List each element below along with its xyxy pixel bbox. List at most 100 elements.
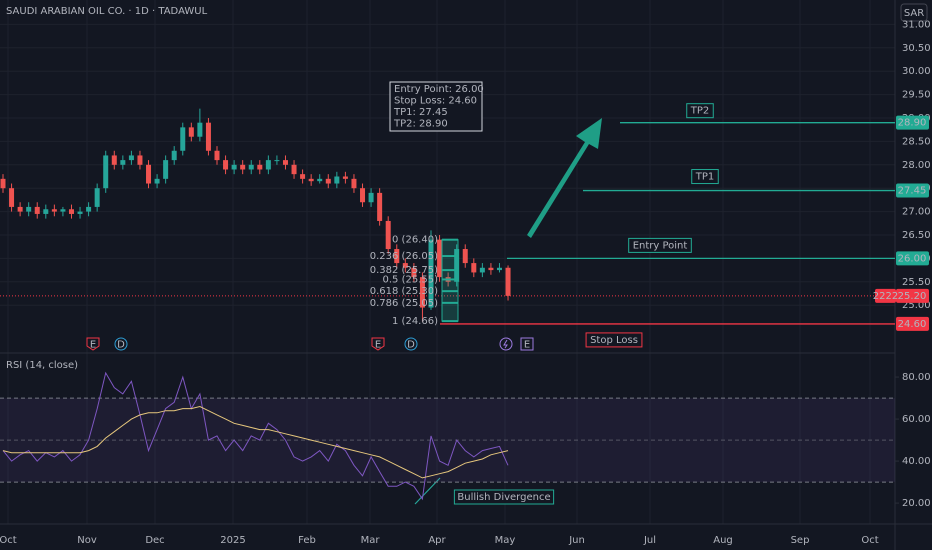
candle-body	[257, 164, 263, 170]
candle-body	[488, 267, 494, 271]
candle-body	[180, 127, 186, 151]
candle-body	[402, 263, 408, 268]
event-marker	[86, 337, 100, 351]
candle-body	[325, 178, 331, 184]
y-tick-label: 26.50	[902, 230, 931, 241]
price-tag: 27.45	[898, 186, 927, 197]
fib-label: 0.382 (25.75)	[370, 265, 438, 276]
x-tick-label: Sep	[791, 535, 810, 546]
candle-body	[17, 206, 23, 212]
last-price-label: 25.20	[898, 291, 927, 302]
x-tick-label: 2025	[220, 535, 245, 546]
fib-label: 0.618 (25.30)	[370, 286, 438, 297]
fib-label: 1 (24.66)	[392, 316, 438, 327]
candle-body	[334, 176, 340, 184]
y-tick-label: 28.50	[902, 136, 931, 147]
candle-body	[77, 211, 83, 214]
level-label: Stop Loss	[590, 335, 638, 346]
price-tag: 26.00	[898, 253, 927, 264]
y-tick-label: 60.00	[902, 414, 931, 425]
candle-body	[128, 155, 134, 161]
candle-body	[360, 188, 366, 203]
price-tag: 24.60	[898, 319, 927, 330]
candle-body	[0, 178, 6, 189]
rsi-line	[2, 371, 509, 501]
price-tag-box	[896, 183, 929, 198]
fib-label: 0.786 (25.05)	[370, 298, 438, 309]
dividend-icon	[499, 337, 513, 351]
candle-body	[120, 160, 126, 165]
level-label-box	[691, 169, 719, 185]
candle-body	[419, 277, 425, 308]
info-line: TP2: 28.90	[393, 119, 448, 130]
level-label: Entry Point	[633, 240, 688, 251]
event-marker	[371, 337, 385, 351]
candle-body	[385, 220, 391, 250]
candle-body	[351, 178, 357, 189]
x-tick-label: Oct	[861, 535, 878, 546]
y-tick-label: 30.50	[902, 43, 931, 54]
candle-body	[496, 267, 502, 271]
y-tick-label: 27.00	[902, 207, 931, 218]
fib-label: 0.5 (25.55)	[382, 274, 438, 285]
currency-button[interactable]	[900, 3, 928, 22]
candle-body	[26, 206, 32, 212]
candle-body	[240, 164, 246, 170]
candle-body	[274, 160, 280, 162]
level-label-box	[585, 332, 643, 348]
info-line: Stop Loss: 24.60	[394, 96, 477, 107]
candle-body	[86, 206, 92, 212]
event-marker	[114, 337, 128, 351]
y-tick-label: 28.00	[902, 160, 931, 171]
candle-body	[188, 127, 194, 137]
y-tick-label: 29.50	[902, 90, 931, 101]
event-letter: E	[375, 340, 381, 351]
y-tick-label: 31.00	[902, 19, 931, 30]
x-tick-label: Aug	[713, 535, 733, 546]
candle-body	[43, 209, 49, 214]
level-label-box	[686, 103, 714, 119]
rsi-ma-line	[2, 405, 509, 479]
candle-body	[154, 178, 160, 184]
x-tick-label: Oct	[0, 535, 17, 546]
last-price-box	[896, 288, 929, 303]
candle-body	[146, 164, 152, 184]
candle-body	[223, 160, 229, 170]
layer: 25.0025.5026.0026.5027.0027.5028.0028.50…	[0, 19, 931, 546]
event-letter: E	[524, 340, 530, 351]
candle-body	[51, 209, 57, 212]
symbol-code-box	[875, 288, 896, 303]
candle-body	[282, 160, 288, 165]
candle-body	[265, 160, 271, 170]
level-label: TP2	[690, 106, 710, 117]
level-label-box	[628, 237, 692, 253]
candle-body	[137, 155, 143, 165]
y-tick-label: 25.50	[902, 277, 931, 288]
level-label: TP1	[695, 172, 715, 183]
y-tick-label: 25.00	[902, 300, 931, 311]
price-tag-box	[896, 251, 929, 266]
x-tick-label: Jul	[643, 535, 656, 546]
candle-body	[171, 150, 177, 161]
candle-body	[34, 206, 40, 214]
x-tick-label: Feb	[298, 535, 316, 546]
price-tag: 28.90	[898, 118, 927, 129]
candle-body	[342, 176, 348, 179]
candle-body	[68, 209, 74, 214]
candle-body	[428, 239, 434, 308]
x-tick-label: Dec	[145, 535, 164, 546]
divergence-label: Bullish Divergence	[457, 492, 550, 503]
x-tick-label: Jun	[568, 535, 585, 546]
currency[interactable]: SAR	[904, 8, 924, 19]
info-line: TP1: 27.45	[393, 107, 448, 118]
candle-body	[479, 267, 485, 273]
symbol-title: SAUDI ARABIAN OIL CO. · 1D · TADAWUL	[6, 6, 208, 17]
candle-body	[505, 267, 511, 296]
candle-body	[471, 263, 477, 273]
info-line: Entry Point: 26.00	[394, 84, 484, 95]
x-tick-label: Apr	[428, 535, 446, 546]
x-tick-label: May	[495, 535, 516, 546]
candle-body	[197, 122, 203, 137]
x-tick-label: Nov	[77, 535, 97, 546]
